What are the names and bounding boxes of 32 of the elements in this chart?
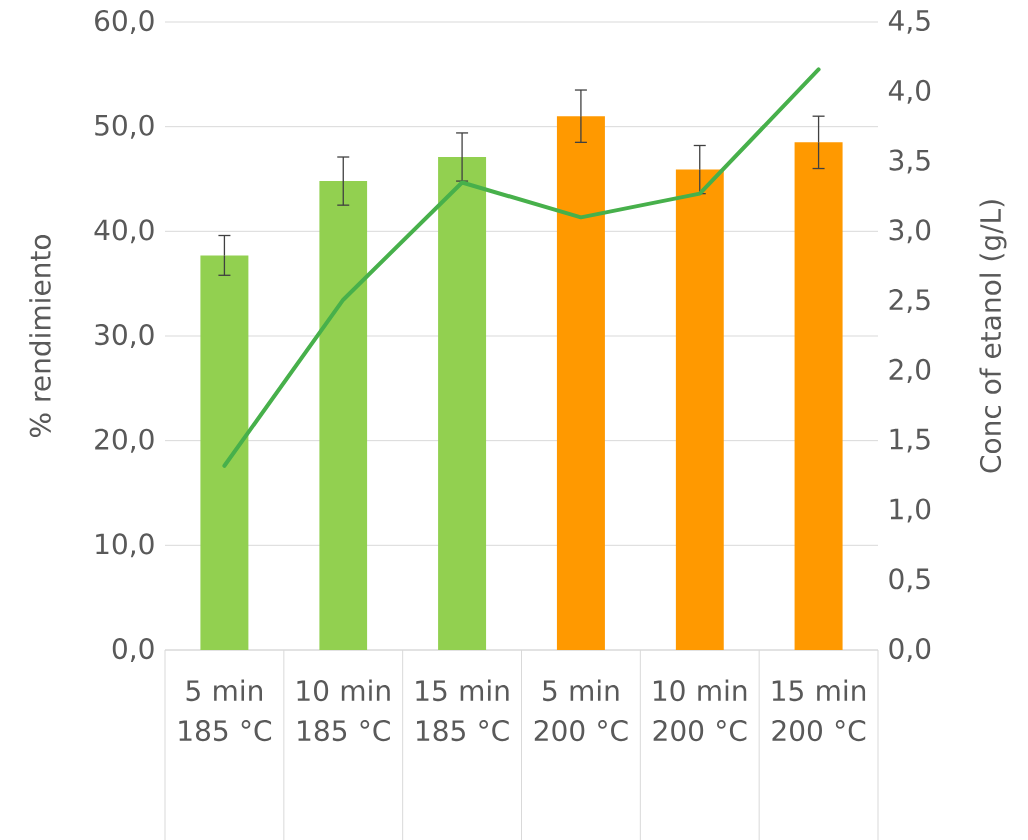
y2-axis-title: Conc of etanol (g/L) <box>979 200 1007 473</box>
y2-tick-label: 0,5 <box>889 568 930 593</box>
x-tick-label: 10 min 200 °C <box>653 679 747 742</box>
x-tick-label: 10 min 185 °C <box>297 679 390 742</box>
y-tick-label: 20,0 <box>95 428 154 453</box>
y-tick-label: 40,0 <box>94 219 154 244</box>
y2-tick-label: 3,0 <box>889 219 931 244</box>
x-tick-label: 5 min 185 °C <box>179 679 272 742</box>
x-tick-label: 15 min 200 °C <box>772 679 866 742</box>
bar <box>438 157 487 650</box>
y2-tick-label: 3,5 <box>889 149 930 174</box>
line-series <box>222 67 821 468</box>
y-tick-label: 60,0 <box>95 9 154 34</box>
y2-tick-label: 2,5 <box>889 289 930 314</box>
y2-tick-label: 4,5 <box>888 10 930 34</box>
y2-tick-label: 1,0 <box>890 498 931 523</box>
bar <box>794 142 843 650</box>
y2-tick-label: 4,0 <box>888 79 931 104</box>
y-tick-label: 30,0 <box>95 323 154 348</box>
x-tick-label: 15 min 185 °C <box>416 679 509 742</box>
y-tick-label: 50,0 <box>95 114 154 139</box>
bar <box>319 181 368 650</box>
y-tick-label: 10,0 <box>96 533 154 558</box>
bar <box>675 169 724 650</box>
bar <box>200 255 249 650</box>
y2-tick-label: 0,0 <box>889 637 931 662</box>
x-tick-label: 5 min 200 °C <box>534 679 628 742</box>
y2-tick-label: 1,5 <box>890 428 930 453</box>
y-tick-label: 0,0 <box>112 637 154 662</box>
bar <box>556 116 605 650</box>
y2-tick-label: 2,0 <box>889 358 931 383</box>
y-axis-title: % rendimiento <box>29 235 51 437</box>
